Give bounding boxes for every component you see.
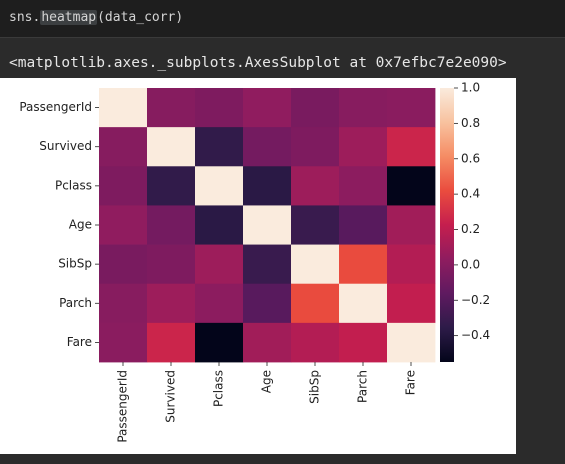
heatmap-cell-6-1 [147,322,196,363]
heatmap-chart: PassengerId Survived Pclass Age SibSp Parch Fa… [19,81,490,443]
code-function: heatmap [40,10,98,25]
heatmap-cell-5-5 [339,283,388,324]
y-tick-label: Parch [59,296,92,310]
heatmap-cell-2-5 [339,166,388,206]
heatmap-cell-5-4 [291,283,340,324]
y-tick-label: Survived [39,139,92,153]
heatmap-cell-0-6 [387,88,436,128]
heatmap-cells [99,88,436,363]
y-tick-label: SibSp [58,257,92,271]
heatmap-cell-1-1 [147,127,196,167]
x-tick-label: SibSp [308,370,322,404]
heatmap-cell-4-4 [291,244,340,285]
heatmap-cell-6-5 [339,322,388,363]
colorbar-tick-label: −0.2 [461,293,490,307]
heatmap-cell-1-5 [339,127,388,167]
heatmap-cell-5-0 [99,283,148,324]
x-tick-label: Survived [164,370,178,423]
heatmap-cell-2-1 [147,166,196,206]
heatmap-cell-4-5 [339,244,388,285]
heatmap-cell-2-0 [99,166,148,206]
heatmap-cell-6-4 [291,322,340,363]
colorbar-tick-label: 0.2 [461,222,480,236]
heatmap-cell-1-3 [243,127,292,167]
heatmap-cell-3-6 [387,205,436,245]
heatmap-cell-0-5 [339,88,388,128]
x-tick-label: Fare [404,370,418,395]
code-cell[interactable]: sns.heatmap(data_corr) [0,0,565,38]
heatmap-cell-1-2 [195,127,244,167]
heatmap-cell-5-1 [147,283,196,324]
y-tick-label: Pclass [55,178,92,192]
x-tick-label: Pclass [212,370,226,407]
y-tick-label: Age [69,218,92,232]
colorbar-tick-label: 1.0 [461,81,480,95]
x-tick-label: Parch [356,370,370,403]
colorbar-tick-label: 0.6 [461,151,480,165]
x-tick-labels: PassengerId Survived Pclass Age SibSp Parch Fa… [116,362,418,443]
heatmap-cell-2-4 [291,166,340,206]
colorbar-ticks: 1.0 0.8 0.6 0.4 0.2 0.0 −0.2 −0.4 [454,81,490,342]
heatmap-cell-1-0 [99,127,148,167]
heatmap-cell-1-4 [291,127,340,167]
heatmap-cell-3-2 [195,205,244,245]
heatmap-cell-6-3 [243,322,292,363]
colorbar [440,88,454,362]
heatmap-cell-1-6 [387,127,436,167]
heatmap-cell-5-2 [195,283,244,324]
heatmap-cell-3-3 [243,205,292,245]
output-repr: <matplotlib.axes._subplots.AxesSubplot a… [9,55,507,71]
colorbar-tick-label: 0.0 [461,257,480,271]
heatmap-cell-5-6 [387,283,436,324]
heatmap-cell-2-2 [195,166,244,206]
heatmap-cell-6-6 [387,322,436,363]
colorbar-tick-label: −0.4 [461,328,490,342]
heatmap-cell-0-1 [147,88,196,128]
heatmap-cell-4-1 [147,244,196,285]
heatmap-cell-5-3 [243,283,292,324]
heatmap-cell-6-2 [195,322,244,363]
code-line[interactable]: sns.heatmap(data_corr) [9,9,183,27]
heatmap-cell-3-5 [339,205,388,245]
heatmap-cell-4-3 [243,244,292,285]
code-args: (data_corr) [97,10,184,25]
colorbar-tick-label: 0.8 [461,116,480,130]
y-tick-labels: PassengerId Survived Pclass Age SibSp Parch Fa… [19,100,99,349]
heatmap-cell-3-0 [99,205,148,245]
heatmap-cell-0-2 [195,88,244,128]
figure: PassengerId Survived Pclass Age SibSp Parch Fa… [0,78,516,454]
x-tick-label: Age [260,370,274,393]
heatmap-cell-2-3 [243,166,292,206]
heatmap-cell-3-4 [291,205,340,245]
code-prefix: sns. [9,10,41,25]
heatmap-cell-4-2 [195,244,244,285]
colorbar-tick-label: 0.4 [461,187,480,201]
heatmap-cell-2-6 [387,166,436,206]
x-tick-label: PassengerId [116,370,130,443]
heatmap-cell-4-6 [387,244,436,285]
heatmap-cell-4-0 [99,244,148,285]
heatmap-cell-0-4 [291,88,340,128]
heatmap-cell-6-0 [99,322,148,363]
y-tick-label: Fare [67,335,92,349]
heatmap-cell-3-1 [147,205,196,245]
heatmap-cell-0-3 [243,88,292,128]
y-tick-label: PassengerId [19,100,92,114]
heatmap-cell-0-0 [99,88,148,128]
